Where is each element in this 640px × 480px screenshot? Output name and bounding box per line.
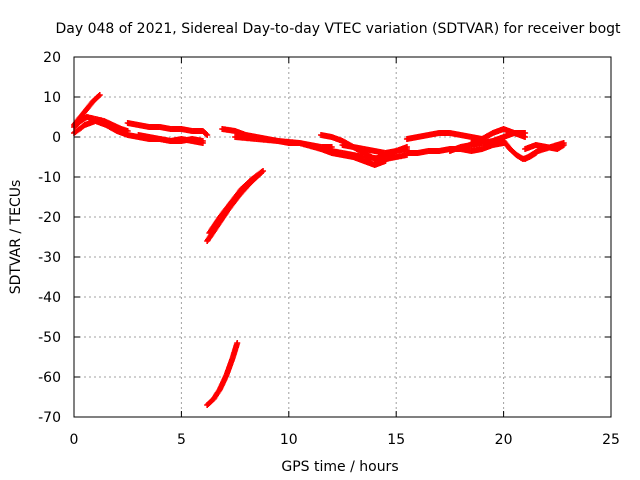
data-point xyxy=(257,170,264,176)
track-markers xyxy=(91,93,102,103)
x-tick-label: 0 xyxy=(70,432,79,448)
data-point xyxy=(234,340,241,346)
chart-title: Day 048 of 2021, Sidereal Day-to-day VTE… xyxy=(55,21,621,37)
data-point xyxy=(204,132,211,138)
data-point xyxy=(522,134,529,140)
track-markers xyxy=(230,341,240,359)
y-tick-label: -10 xyxy=(38,170,61,186)
plot-frame xyxy=(73,56,612,418)
y-tick-label: -40 xyxy=(38,290,61,306)
data-series xyxy=(71,92,567,408)
x-tick-label: 20 xyxy=(495,432,513,448)
y-tick-label: -20 xyxy=(38,210,61,226)
series-track-19 xyxy=(522,140,567,162)
series-track-14 xyxy=(403,130,486,142)
y-tick-label: 20 xyxy=(43,50,61,66)
axis-ticks: 0 5 10 15 20 25 20 10 0 -10 -20 -30 -40 -50 -60 -70 xyxy=(38,50,620,448)
y-tick-label: 10 xyxy=(43,90,61,106)
x-tick-label: 10 xyxy=(280,432,298,448)
series-track-08 xyxy=(204,340,241,408)
data-point xyxy=(560,142,567,148)
data-point xyxy=(199,138,206,144)
y-tick-label: -50 xyxy=(38,330,61,346)
series-track-05 xyxy=(135,132,206,144)
series-track-13 xyxy=(339,142,410,156)
track-markers xyxy=(501,139,513,151)
track-markers xyxy=(84,99,96,111)
y-tick-label: -60 xyxy=(38,370,61,386)
track-markers xyxy=(224,355,236,377)
data-point xyxy=(382,158,389,164)
series-track-20 xyxy=(522,142,567,152)
track-markers xyxy=(72,122,87,136)
track-markers xyxy=(71,115,83,127)
y-tick-label: -30 xyxy=(38,250,61,266)
grid-lines xyxy=(74,57,611,417)
x-axis-label: GPS time / hours xyxy=(281,459,398,475)
track-markers xyxy=(508,147,519,157)
track-markers xyxy=(217,373,229,391)
x-tick-label: 25 xyxy=(602,432,620,448)
track-markers xyxy=(215,207,231,227)
track-markers xyxy=(276,138,302,146)
track-markers xyxy=(226,193,242,211)
track-markers xyxy=(205,223,221,243)
x-tick-label: 5 xyxy=(177,432,186,448)
series-track-04 xyxy=(124,120,211,138)
y-axis-label: SDTVAR / TECUs xyxy=(8,180,24,295)
series-track-12 xyxy=(307,142,389,168)
track-markers xyxy=(237,181,253,197)
track-markers xyxy=(201,129,210,137)
y-tick-label: -70 xyxy=(38,410,61,426)
series-track-17 xyxy=(468,126,529,146)
series-track-18 xyxy=(500,138,539,162)
track-markers xyxy=(205,397,216,407)
data-point xyxy=(96,92,103,98)
x-tick-label: 15 xyxy=(387,432,405,448)
series-track-07 xyxy=(204,170,264,244)
track-markers xyxy=(220,126,237,134)
track-markers xyxy=(78,107,89,119)
track-markers xyxy=(248,171,263,185)
y-tick-label: 0 xyxy=(52,130,61,146)
